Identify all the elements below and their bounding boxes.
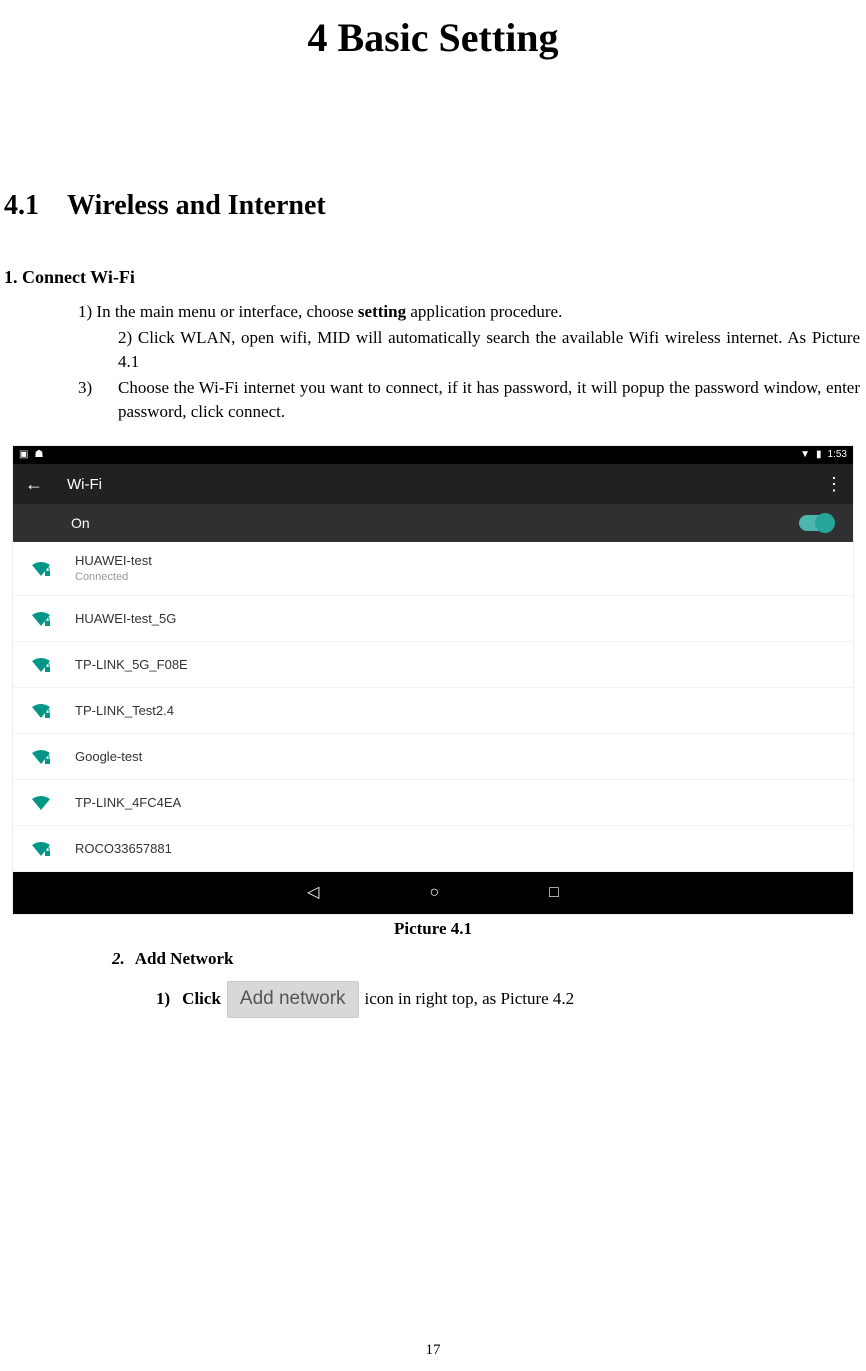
section-title: 4.1 Wireless and Internet (0, 186, 866, 225)
click-label: Click (182, 987, 221, 1011)
list2-sub-post: icon in right top, as Picture 4.2 (365, 987, 575, 1011)
figure-caption: Picture 4.1 (0, 917, 866, 941)
status-battery-icon: ▮ (816, 448, 822, 462)
subsection-heading: 1. Connect Wi-Fi (0, 265, 866, 290)
wifi-item-meta: HUAWEI-test_5G (75, 610, 176, 628)
wifi-signal-icon (31, 611, 51, 627)
wifi-item-meta: ROCO33657881 (75, 840, 172, 858)
wifi-on-row: On (13, 504, 853, 542)
status-app-icon: ▣ (19, 448, 28, 462)
status-bar: ▣ ☗ ▼ ▮ 1:53 (13, 446, 853, 464)
nav-recent-icon[interactable]: □ (549, 882, 559, 904)
appbar-title: Wi-Fi (67, 474, 801, 495)
step-1: 1) In the main menu or interface, choose… (78, 300, 860, 324)
wifi-item[interactable]: TP-LINK_Test2.4 (13, 688, 853, 734)
app-bar: ← Wi-Fi ⋮ (13, 464, 853, 504)
wifi-item-meta: HUAWEI-testConnected (75, 552, 152, 586)
status-wifi-icon: ▼ (800, 448, 810, 462)
wifi-item[interactable]: TP-LINK_5G_F08E (13, 642, 853, 688)
wifi-item-meta: Google-test (75, 748, 142, 766)
wifi-item-name: HUAWEI-test_5G (75, 610, 176, 628)
step-3-marker: 3) (78, 376, 118, 424)
wifi-item[interactable]: TP-LINK_4FC4EA (13, 780, 853, 826)
step-3-body: Choose the Wi-Fi internet you want to co… (118, 376, 860, 424)
add-network-step: 1) Click Add network icon in right top, … (0, 981, 866, 1018)
wifi-signal-icon (31, 703, 51, 719)
wifi-item[interactable]: HUAWEI-testConnected (13, 542, 853, 596)
on-label: On (71, 514, 90, 534)
wifi-signal-icon (31, 749, 51, 765)
section-name: Wireless and Internet (67, 190, 326, 221)
wifi-item[interactable]: ROCO33657881 (13, 826, 853, 872)
list2-marker: 2. (112, 949, 125, 968)
list2-sub-marker: 1) (156, 987, 170, 1011)
wifi-item-meta: TP-LINK_Test2.4 (75, 702, 174, 720)
wifi-item-name: TP-LINK_5G_F08E (75, 656, 188, 674)
step-1-bold: setting (358, 302, 406, 321)
wifi-signal-icon (31, 657, 51, 673)
wifi-item-name: Google-test (75, 748, 142, 766)
nav-home-icon[interactable]: ○ (429, 882, 439, 904)
wifi-signal-icon (31, 561, 51, 577)
section-number: 4.1 (4, 186, 39, 225)
status-android-icon: ☗ (34, 448, 43, 462)
wifi-item-meta: TP-LINK_5G_F08E (75, 656, 188, 674)
wifi-item-status: Connected (75, 570, 152, 585)
wifi-item-name: HUAWEI-test (75, 552, 152, 570)
wifi-item-meta: TP-LINK_4FC4EA (75, 794, 181, 812)
chapter-title: 4 Basic Setting (0, 10, 866, 66)
overflow-menu-icon[interactable]: ⋮ (825, 472, 841, 497)
nav-back-icon[interactable]: ◁ (307, 882, 319, 904)
wifi-item[interactable]: Google-test (13, 734, 853, 780)
step-1-pre: 1) In the main menu or interface, choose (78, 302, 358, 321)
step-1-post: application procedure. (406, 302, 562, 321)
wifi-item[interactable]: HUAWEI-test_5G (13, 596, 853, 642)
nav-bar: ◁ ○ □ (13, 872, 853, 914)
step-2: 2) Click WLAN, open wifi, MID will autom… (78, 326, 860, 374)
wifi-signal-icon (31, 795, 51, 811)
wifi-item-name: TP-LINK_Test2.4 (75, 702, 174, 720)
list2-text: Add Network (135, 949, 234, 968)
wifi-toggle[interactable] (799, 515, 833, 531)
status-time: 1:53 (828, 448, 847, 462)
add-network-heading: 2. Add Network (0, 947, 866, 971)
wifi-signal-icon (31, 841, 51, 857)
page-number: 17 (0, 1340, 866, 1361)
add-network-button[interactable]: Add network (227, 981, 359, 1018)
wifi-network-list: HUAWEI-testConnected HUAWEI-test_5G TP-LIN… (13, 542, 853, 872)
wifi-item-name: ROCO33657881 (75, 840, 172, 858)
step-3-row: 3) Choose the Wi-Fi internet you want to… (0, 376, 866, 424)
wifi-item-name: TP-LINK_4FC4EA (75, 794, 181, 812)
back-icon[interactable]: ← (25, 472, 43, 497)
wifi-settings-screenshot: ▣ ☗ ▼ ▮ 1:53 ← Wi-Fi ⋮ On HUAWEI-testCon… (12, 445, 854, 915)
